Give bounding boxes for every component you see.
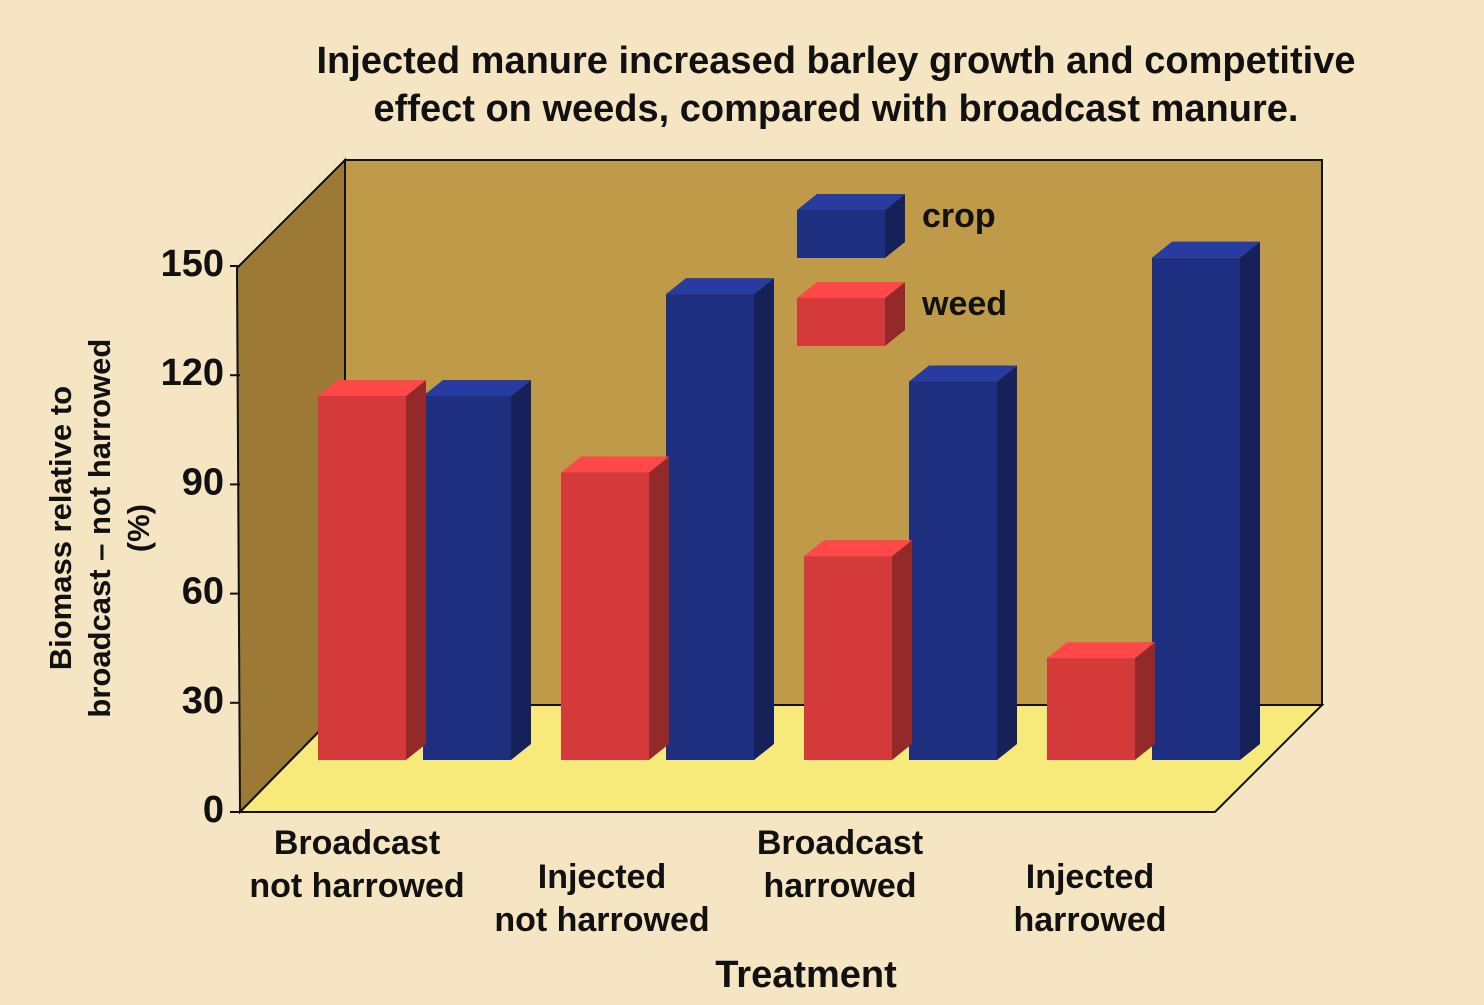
x-tick-label: Broadcast harrowed: [756, 824, 924, 905]
bar-side: [1240, 241, 1260, 760]
bar-front: [804, 556, 892, 760]
y-tick-label: 60: [182, 571, 224, 613]
y-tick-label: 0: [203, 789, 224, 831]
bar-top: [1047, 642, 1155, 659]
bar-side: [406, 380, 426, 760]
bar-front: [1152, 257, 1240, 760]
bar: [318, 380, 426, 760]
bar-side: [649, 456, 669, 760]
bar-side: [892, 540, 912, 760]
bar: [909, 365, 1017, 760]
bar-front: [318, 396, 406, 760]
x-axis-label: Treatment: [715, 954, 897, 996]
bar: [804, 540, 912, 760]
bar: [666, 278, 774, 760]
bar-top: [1152, 241, 1260, 258]
bar-top: [909, 365, 1017, 382]
bar: [1152, 241, 1260, 760]
bar-top: [423, 380, 531, 396]
bar-front: [561, 472, 649, 760]
bar-top: [797, 194, 905, 210]
bar: [423, 380, 531, 760]
x-tick-label: Injected not harrowed: [494, 858, 710, 939]
bar: [1047, 642, 1155, 760]
x-tick-label: Injected harrowed: [1013, 858, 1167, 939]
bar-top: [318, 380, 426, 396]
bar-front: [666, 294, 754, 760]
y-tick-label: 90: [182, 461, 224, 503]
bar-front: [797, 210, 885, 258]
bar-side: [1135, 642, 1155, 760]
bar-front: [1047, 658, 1135, 760]
legend-swatch: [797, 194, 905, 258]
bar-side: [885, 194, 905, 258]
bar: [561, 456, 669, 760]
y-tick-label: 120: [161, 352, 224, 394]
bar-side: [511, 380, 531, 760]
bar-front: [909, 381, 997, 760]
y-axis-label: Biomass relative to broadcast – not harr…: [42, 338, 156, 718]
bar-front: [797, 298, 885, 346]
legend-swatch: [797, 282, 905, 346]
x-tick-label: Broadcast not harrowed: [249, 824, 465, 905]
legend-label: weed: [921, 285, 1007, 323]
bar-top: [666, 278, 774, 295]
bar-side: [754, 278, 774, 760]
bar-side: [997, 365, 1017, 760]
bar-front: [423, 396, 511, 760]
legend-label: crop: [922, 197, 996, 235]
bar-side: [885, 282, 905, 346]
y-tick-label: 150: [161, 243, 224, 285]
y-tick-label: 30: [182, 680, 224, 722]
bar-top: [561, 456, 669, 473]
bar-top: [804, 540, 912, 557]
chart-title: Injected manure increased barley growth …: [316, 40, 1356, 130]
bar-top: [797, 282, 905, 298]
